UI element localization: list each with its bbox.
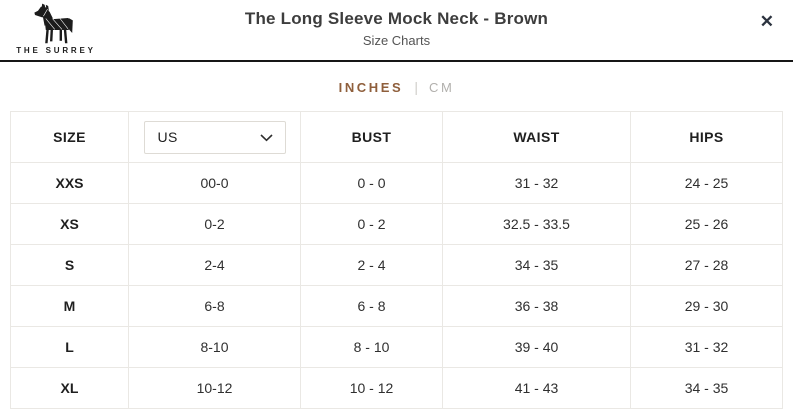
table-row: S 2-4 2 - 4 34 - 35 27 - 28 (10, 244, 783, 286)
page-subtitle: Size Charts (362, 33, 431, 48)
hips-cell: 34 - 35 (630, 367, 783, 409)
table-row: XL 10-12 10 - 12 41 - 43 34 - 35 (10, 367, 783, 409)
table-row: XXS 00-0 0 - 0 31 - 32 24 - 25 (10, 162, 783, 204)
table-row: XS 0-2 0 - 2 32.5 - 33.5 25 - 26 (10, 203, 783, 245)
waist-cell: 36 - 38 (442, 285, 631, 327)
unit-separator: | (414, 79, 418, 95)
size-chart-table: SIZE US BUST WAIST HIPS XXS 00-0 0 (10, 111, 783, 409)
hips-cell: 24 - 25 (630, 162, 783, 204)
horse-logo-icon (13, 3, 99, 45)
bust-cell: 8 - 10 (300, 326, 443, 368)
waist-cell: 31 - 32 (442, 162, 631, 204)
table-row: L 8-10 8 - 10 39 - 40 31 - 32 (10, 326, 783, 368)
size-cell: XL (10, 367, 129, 409)
hips-cell: 25 - 26 (630, 203, 783, 245)
table-row: M 6-8 6 - 8 36 - 38 29 - 30 (10, 285, 783, 327)
title-block: The Long Sleeve Mock Neck - Brown Size C… (0, 0, 793, 48)
waist-cell: 32.5 - 33.5 (442, 203, 631, 245)
unit-toggle: INCHES | CM (0, 62, 793, 105)
bust-cell: 0 - 0 (300, 162, 443, 204)
size-cell: XS (10, 203, 129, 245)
us-cell: 0-2 (128, 203, 301, 245)
waist-cell: 41 - 43 (442, 367, 631, 409)
column-header-hips: HIPS (630, 111, 783, 163)
chevron-down-icon (259, 129, 273, 145)
hips-cell: 31 - 32 (630, 326, 783, 368)
column-header-waist: WAIST (442, 111, 631, 163)
us-cell: 8-10 (128, 326, 301, 368)
column-header-size: SIZE (10, 111, 129, 163)
region-selected-value: US (157, 129, 178, 145)
us-cell: 2-4 (128, 244, 301, 286)
page-title: The Long Sleeve Mock Neck - Brown (244, 9, 549, 28)
hips-cell: 29 - 30 (630, 285, 783, 327)
brand-name: THE SURREY (16, 46, 96, 55)
size-cell: L (10, 326, 129, 368)
waist-cell: 34 - 35 (442, 244, 631, 286)
us-cell: 6-8 (128, 285, 301, 327)
bust-cell: 0 - 2 (300, 203, 443, 245)
size-cell: M (10, 285, 129, 327)
brand-logo: THE SURREY (13, 3, 99, 55)
bust-cell: 6 - 8 (300, 285, 443, 327)
column-header-region: US (128, 111, 301, 163)
modal-header: THE SURREY The Long Sleeve Mock Neck - B… (0, 0, 793, 62)
size-cell: XXS (10, 162, 129, 204)
close-icon[interactable]: ✕ (756, 9, 778, 34)
bust-cell: 2 - 4 (300, 244, 443, 286)
column-header-bust: BUST (300, 111, 443, 163)
bust-cell: 10 - 12 (300, 367, 443, 409)
hips-cell: 27 - 28 (630, 244, 783, 286)
unit-option-inches[interactable]: INCHES (338, 79, 404, 95)
region-select-dropdown[interactable]: US (143, 120, 286, 154)
us-cell: 10-12 (128, 367, 301, 409)
size-cell: S (10, 244, 129, 286)
table-header-row: SIZE US BUST WAIST HIPS (10, 111, 783, 163)
unit-option-cm[interactable]: CM (428, 79, 455, 95)
waist-cell: 39 - 40 (442, 326, 631, 368)
us-cell: 00-0 (128, 162, 301, 204)
